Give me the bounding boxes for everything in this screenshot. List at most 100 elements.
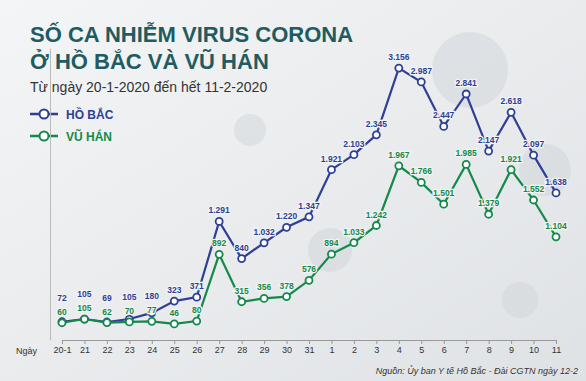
x-tick-label: 28 — [237, 345, 247, 355]
x-tick: 6 — [442, 340, 447, 355]
point — [103, 319, 110, 326]
data-label: 1.347 — [298, 201, 320, 211]
x-tick-mark — [107, 340, 108, 344]
data-label: 2.103 — [343, 139, 365, 149]
x-tick-mark — [197, 340, 198, 344]
data-label: 1.638 — [545, 177, 567, 187]
point — [59, 319, 66, 326]
legend-marker — [40, 110, 49, 119]
virus-icon — [502, 282, 538, 318]
x-tick-label: 4 — [397, 345, 402, 355]
virus-icon — [432, 32, 508, 108]
data-label: 371 — [190, 281, 204, 291]
point — [306, 277, 313, 284]
point — [463, 161, 470, 168]
title: SỐ CA NHIỄM VIRUS CORONAỞ HỒ BẮC VÀ VŨ H… — [30, 21, 353, 74]
x-tick-label: 7 — [464, 345, 469, 355]
x-tick-label: 21 — [80, 345, 90, 355]
x-tick-label: 27 — [215, 345, 225, 355]
x-tick: 31 — [304, 340, 314, 355]
x-tick-mark — [511, 340, 512, 344]
chart: SỐ CA NHIỄM VIRUS CORONAỞ HỒ BẮC VÀ VŨ H… — [0, 0, 586, 381]
x-tick-mark — [466, 340, 467, 344]
x-tick-label: 3 — [374, 345, 379, 355]
x-tick-label: 30 — [282, 345, 292, 355]
x-tick: 2 — [352, 340, 357, 355]
data-label: 1.921 — [500, 154, 522, 164]
x-tick-mark — [399, 340, 400, 344]
x-tick: 1 — [329, 340, 334, 355]
point — [350, 239, 357, 246]
point — [395, 162, 402, 169]
virus-icon — [234, 114, 266, 146]
series-line — [62, 68, 556, 322]
point — [306, 213, 313, 220]
x-tick-mark — [129, 340, 130, 344]
point — [171, 298, 178, 305]
point — [261, 295, 268, 302]
point — [530, 197, 537, 204]
point — [193, 318, 200, 325]
title-line: SỐ CA NHIỄM VIRUS CORONA — [30, 21, 353, 47]
title-line: Ở HỒ BẮC VÀ VŨ HÁN — [30, 49, 269, 74]
source: Nguồn: Ủy ban Y tế Hồ Bắc - Đài CGTN ngà… — [376, 365, 578, 376]
x-tick-mark — [354, 340, 355, 344]
point — [171, 320, 178, 327]
x-tick: 22 — [102, 340, 112, 355]
data-label: 2.345 — [366, 119, 388, 129]
x-tick-mark — [444, 340, 445, 344]
x-tick: 9 — [509, 340, 514, 355]
data-label: 72 — [57, 293, 67, 303]
data-label: 1.921 — [321, 154, 343, 164]
point — [440, 123, 447, 130]
data-label: 1.033 — [343, 227, 365, 237]
data-label: 840 — [235, 243, 249, 253]
point — [373, 222, 380, 229]
x-tick-label: 25 — [170, 345, 180, 355]
x-tick-label: 29 — [260, 345, 270, 355]
x-tick: 30 — [282, 340, 292, 355]
data-label: 70 — [125, 306, 135, 316]
point — [328, 166, 335, 173]
data-label: 105 — [77, 289, 91, 299]
point — [350, 151, 357, 158]
x-tick-mark — [264, 340, 265, 344]
virus-icon — [519, 144, 571, 196]
data-label: 105 — [77, 303, 91, 313]
data-label: 2.841 — [456, 78, 478, 88]
x-tick: 27 — [215, 340, 225, 355]
x-tick-mark — [489, 340, 490, 344]
x-tick-label: 11 — [552, 345, 561, 355]
point — [440, 201, 447, 208]
x-tick-mark — [421, 340, 422, 344]
x-tick: 11 — [552, 340, 561, 355]
point — [508, 166, 515, 173]
x-tick-label: 5 — [419, 345, 424, 355]
x-tick-label: 10 — [529, 345, 539, 355]
x-tick-label: 2 — [352, 345, 357, 355]
data-label: 1.220 — [276, 211, 298, 221]
data-label: 576 — [302, 264, 316, 274]
subtitle: Từ ngày 20-1-2020 đến hết 11-2-2020 — [30, 79, 267, 95]
x-tick: 7 — [464, 340, 469, 355]
data-label: 2.447 — [433, 110, 455, 120]
data-label: 2.097 — [523, 139, 545, 149]
point — [485, 148, 492, 155]
x-tick-label: 31 — [304, 345, 314, 355]
point — [553, 233, 560, 240]
x-tick-mark — [376, 340, 377, 344]
data-label: 105 — [122, 292, 136, 302]
data-label: 69 — [102, 293, 112, 303]
x-tick: 10 — [529, 340, 539, 355]
point — [553, 189, 560, 196]
data-label: 2.618 — [500, 96, 522, 106]
point — [373, 131, 380, 138]
x-tick-mark — [534, 340, 535, 344]
background — [0, 0, 586, 381]
x-tick-label: 9 — [509, 345, 514, 355]
x-tick-label: 1 — [329, 345, 334, 355]
legend-label: VŨ HÁN — [66, 129, 112, 144]
point — [193, 294, 200, 301]
x-tick-mark — [219, 340, 220, 344]
x-tick: 20-1 — [53, 340, 71, 355]
